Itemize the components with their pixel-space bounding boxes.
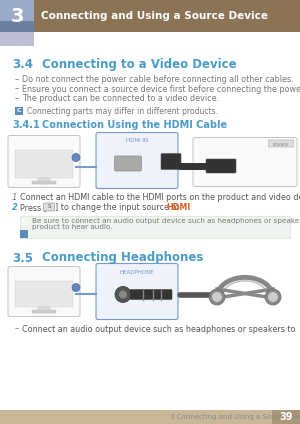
Text: Ensure you connect a source device first before connecting the power cable.: Ensure you connect a source device first…	[22, 84, 300, 94]
FancyBboxPatch shape	[130, 290, 172, 299]
FancyBboxPatch shape	[161, 153, 181, 170]
Text: The product can be connected to a video device.: The product can be connected to a video …	[22, 94, 219, 103]
Bar	[32, 181, 56, 184]
Text: Connection Using the HDMI Cable: Connection Using the HDMI Cable	[42, 120, 227, 131]
Text: Connecting to a Video Device: Connecting to a Video Device	[42, 58, 237, 71]
Text: C: C	[17, 108, 21, 113]
Bar	[20, 215, 290, 237]
Text: Be sure to connect an audio output device such as headphones or speakers to     : Be sure to connect an audio output devic…	[32, 218, 300, 231]
Text: Do not connect the power cable before connecting all other cables.: Do not connect the power cable before co…	[22, 75, 294, 84]
Bar	[0, 32, 34, 46]
FancyBboxPatch shape	[206, 159, 236, 173]
Bar	[0, 21, 34, 32]
Text: –: –	[15, 94, 19, 103]
Text: 1: 1	[12, 193, 17, 203]
Circle shape	[115, 287, 131, 302]
Text: S: S	[47, 204, 51, 209]
FancyBboxPatch shape	[115, 156, 142, 171]
Text: 3.4.1: 3.4.1	[12, 120, 40, 131]
Bar	[272, 410, 300, 424]
Text: Connect an HDMI cable to the HDMI ports on the product and video device.: Connect an HDMI cable to the HDMI ports …	[20, 193, 300, 203]
Bar	[38, 178, 50, 184]
Text: 3: 3	[10, 6, 24, 25]
Text: 39: 39	[279, 412, 293, 422]
FancyBboxPatch shape	[96, 132, 178, 189]
Text: Connect an audio output device such as headphones or speakers to       on the pr: Connect an audio output device such as h…	[22, 324, 300, 334]
Circle shape	[119, 290, 127, 298]
FancyBboxPatch shape	[268, 140, 293, 147]
Text: 3.4: 3.4	[12, 58, 33, 71]
FancyBboxPatch shape	[8, 136, 80, 187]
Text: 2: 2	[12, 204, 18, 212]
Bar	[0, 410, 300, 424]
Bar	[15, 150, 73, 178]
Bar	[0, 0, 300, 32]
Circle shape	[209, 289, 225, 305]
Text: C: C	[22, 218, 26, 223]
FancyBboxPatch shape	[96, 263, 178, 320]
Circle shape	[72, 153, 80, 162]
Text: –: –	[15, 84, 19, 94]
Bar	[15, 106, 23, 114]
FancyBboxPatch shape	[8, 267, 80, 316]
Text: Press [: Press [	[20, 204, 47, 212]
FancyBboxPatch shape	[193, 137, 297, 187]
Text: HEADPHONE: HEADPHONE	[120, 270, 154, 274]
Bar	[0, 0, 34, 32]
FancyBboxPatch shape	[44, 203, 55, 211]
Text: HDMI IN: HDMI IN	[126, 139, 148, 143]
Text: ] to change the input source to: ] to change the input source to	[55, 204, 182, 212]
Text: –: –	[15, 324, 19, 334]
Text: Connecting and Using a Source Device: Connecting and Using a Source Device	[41, 11, 268, 21]
Bar	[15, 281, 73, 307]
Circle shape	[268, 292, 278, 302]
Text: –: –	[15, 75, 19, 84]
Bar	[20, 229, 28, 237]
Text: 3.5: 3.5	[12, 251, 33, 265]
Bar	[0, 32, 34, 46]
Text: SOURCE: SOURCE	[273, 143, 289, 148]
Circle shape	[72, 284, 80, 292]
Text: Connecting Headphones: Connecting Headphones	[42, 251, 203, 265]
Text: Connecting parts may differ in different products.: Connecting parts may differ in different…	[27, 108, 218, 117]
Text: HDMI: HDMI	[166, 204, 190, 212]
Text: 3 Connecting and Using a Source Device: 3 Connecting and Using a Source Device	[170, 414, 300, 420]
Bar	[32, 310, 56, 312]
Bar	[38, 307, 50, 312]
Circle shape	[265, 289, 281, 305]
Circle shape	[212, 292, 222, 302]
